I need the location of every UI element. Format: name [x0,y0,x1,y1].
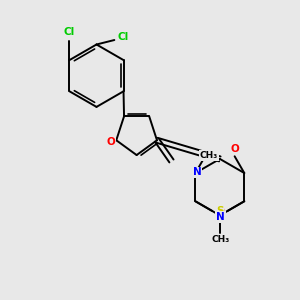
Text: O: O [106,137,115,147]
Text: O: O [216,206,224,216]
Text: CH₃: CH₃ [211,235,230,244]
Text: N: N [216,212,225,222]
Text: Cl: Cl [118,32,129,42]
Text: N: N [193,167,201,177]
Text: O: O [230,144,239,154]
Text: S: S [216,206,223,216]
Text: Cl: Cl [64,27,75,38]
Text: CH₃: CH₃ [200,151,218,160]
